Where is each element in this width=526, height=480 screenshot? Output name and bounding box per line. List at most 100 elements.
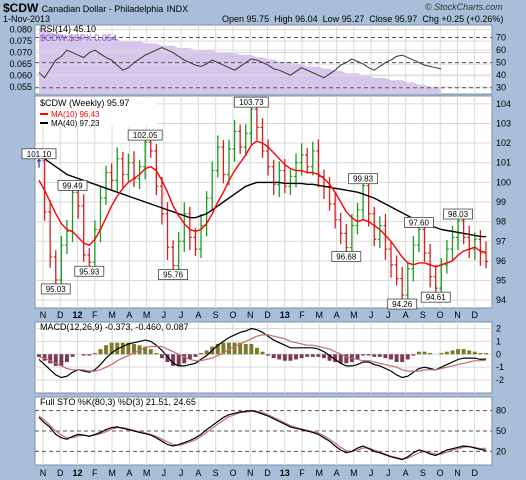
macd-histogram-bar [344, 354, 349, 364]
axis-tick-label: 99 [496, 197, 506, 207]
macd-histogram-bar [377, 354, 382, 357]
macd-histogram-bar [372, 354, 377, 357]
macd-histogram-bar [411, 354, 416, 356]
x-axis-label-month: N [247, 310, 254, 320]
price-bar [355, 202, 360, 235]
axis-tick-label: 0.070 [9, 48, 32, 58]
macd-line [38, 327, 487, 379]
x-axis-label-month-bottom: A [195, 468, 201, 478]
macd-histogram-bar [221, 342, 226, 355]
x-axis-label-month-bottom: S [213, 468, 219, 478]
price-annotation-box [331, 251, 362, 262]
price-bar [305, 148, 310, 174]
price-bar [193, 228, 198, 256]
macd-histogram-bar [271, 354, 276, 359]
macd-histogram-bar [394, 354, 399, 363]
price-bar [182, 202, 187, 253]
price-annotation: 95.03 [46, 285, 67, 294]
price-bar [159, 177, 164, 225]
price-bar [260, 118, 265, 158]
x-axis-label-month: A [195, 310, 201, 320]
x-axis-label-month-bottom: F [92, 468, 98, 478]
price-legend-box [37, 98, 157, 126]
macd-histogram-bar [361, 354, 366, 356]
macd-histogram-bar [159, 354, 164, 359]
macd-histogram-bar [478, 352, 483, 355]
open-value: 95.75 [246, 14, 270, 24]
price-annotation: 94.26 [392, 300, 413, 309]
price-bar [372, 206, 377, 247]
axis-tick-label: 20 [496, 446, 506, 456]
x-axis-label-month-bottom: 13 [280, 468, 290, 478]
axis-tick-label: 1 [496, 336, 501, 346]
macd-histogram-bar [193, 354, 198, 357]
axis-tick-label: 0 [496, 349, 501, 359]
quote-summary: Open 95.75 High 96.04 Low 95.27 Close 95… [222, 14, 504, 24]
macd-histogram-bar [53, 354, 58, 366]
x-axis-label-month-bottom: M [143, 468, 151, 478]
axis-tick-label: 0.065 [9, 59, 32, 69]
price-bar [143, 132, 148, 180]
x-axis-label-month-bottom: N [247, 468, 254, 478]
macd-histogram-bar [104, 345, 109, 355]
price-annotation-box [387, 298, 418, 310]
quote-date: 1-Nov-2013 [3, 14, 51, 24]
macd-histogram-bar [154, 352, 159, 355]
low-value: 95.27 [341, 14, 365, 24]
macd-histogram-bar [165, 354, 170, 363]
macd-histogram-bar [98, 349, 103, 355]
macd-histogram-bar [400, 354, 405, 363]
x-axis-label-month-bottom: D [264, 468, 271, 478]
rsi-line [38, 47, 442, 79]
x-axis-label-month-bottom: D [57, 468, 64, 478]
macd-histogram-bar [310, 354, 315, 357]
macd-histogram-bar [472, 351, 477, 355]
macd-histogram-bar [277, 354, 282, 360]
price-annotation: 102.05 [133, 131, 158, 140]
price-bar [444, 239, 449, 274]
x-axis-label-month: M [350, 310, 358, 320]
axis-tick-label: 97 [496, 236, 506, 246]
price-bar [238, 124, 243, 154]
price-annotation-box [233, 96, 269, 108]
price-bar [400, 266, 405, 304]
price-bar [59, 235, 64, 287]
macd-histogram-bar [422, 351, 427, 355]
x-axis-label-month-bottom: J [386, 468, 391, 478]
price-bar [81, 194, 86, 262]
price-bar [115, 147, 120, 192]
price-title: $CDW (Weekly) 95.97 [40, 98, 129, 108]
x-axis-label-month: M [316, 310, 324, 320]
price-bar [165, 202, 170, 260]
price-bar [120, 151, 125, 188]
price-bar [126, 153, 131, 182]
macd-histogram-bar [187, 354, 192, 360]
axis-tick-label: -2 [496, 375, 504, 385]
high-value: 96.04 [295, 14, 318, 24]
x-axis-label-month: F [92, 310, 98, 320]
macd-histogram-bar [171, 354, 176, 366]
price-bar [171, 240, 176, 273]
macd-histogram-bar [327, 354, 332, 361]
axis-tick-label: 40 [496, 70, 506, 80]
x-axis-label-month: J [386, 310, 391, 320]
x-axis-label-month-bottom: J [162, 468, 167, 478]
price-bar [92, 220, 97, 274]
price-bar [243, 124, 248, 156]
macd-histogram-bar [37, 354, 41, 357]
x-axis-label-month-bottom: M [316, 468, 324, 478]
macd-histogram-bar [87, 354, 92, 356]
macd-histogram-bar [355, 354, 360, 360]
macd-histogram-bar [456, 349, 461, 355]
macd-histogram-bar [294, 354, 298, 360]
ratio-label: $CDW:$SPX 0.054 [40, 33, 117, 43]
macd-histogram-bar [439, 352, 444, 355]
x-axis-label-month: N [454, 310, 461, 320]
macd-histogram-bar [148, 349, 153, 355]
sto-d-line [38, 410, 487, 460]
price-bar [226, 139, 231, 186]
price-bar [333, 192, 338, 229]
axis-tick-label: 0.060 [9, 71, 32, 81]
x-axis-label-month: 12 [73, 310, 83, 320]
price-bar [154, 144, 159, 196]
